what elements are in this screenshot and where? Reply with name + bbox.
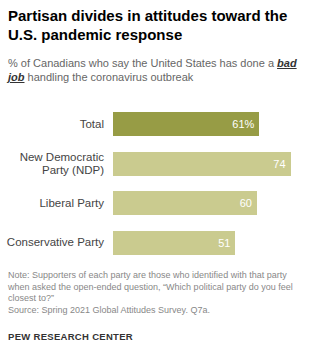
category-label: Liberal Party	[6, 197, 104, 210]
credit: PEW RESEARCH CENTER	[8, 331, 133, 342]
subtitle: % of Canadians who say the United States…	[8, 56, 304, 84]
bar	[113, 191, 257, 215]
subtitle-part: % of Canadians who say the United States…	[8, 57, 277, 69]
data-label: 60	[197, 191, 252, 215]
subtitle-part: handling the coronavirus outbreak	[25, 71, 194, 83]
note: Note: Supporters of each party are those…	[8, 270, 302, 305]
category-label: Conservative Party	[6, 236, 104, 249]
data-label: 61%	[199, 112, 254, 136]
bar	[113, 152, 291, 176]
title: Partisan divides in attitudes toward the…	[8, 6, 304, 44]
category-label: Total	[6, 118, 104, 131]
plot-area	[113, 105, 305, 263]
category-label: New Democratic Party (NDP)	[6, 151, 104, 177]
bar	[113, 231, 235, 255]
data-label: 51	[175, 231, 230, 255]
data-label: 74	[231, 152, 286, 176]
source: Source: Spring 2021 Global Attitudes Sur…	[8, 305, 302, 317]
